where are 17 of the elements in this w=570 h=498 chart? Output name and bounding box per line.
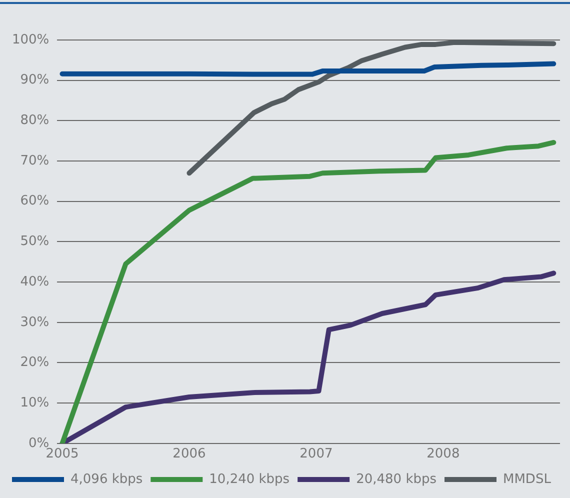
y-tick-label: 40%	[20, 274, 50, 290]
legend-label: 10,240 kbps	[209, 472, 290, 487]
x-tick-label: 2006	[172, 446, 206, 462]
y-tick-label: 100%	[12, 32, 50, 48]
x-tick-label: 2008	[426, 446, 460, 462]
y-tick-label: 20%	[20, 355, 50, 370]
legend-label: 4,096 kbps	[70, 472, 143, 487]
y-tick-label: 70%	[20, 153, 50, 168]
y-tick-label: 10%	[20, 395, 50, 410]
y-tick-label: 80%	[20, 113, 50, 128]
legend-label: MMDSL	[503, 472, 552, 487]
y-tick-label: 50%	[20, 234, 50, 250]
y-tick-label: 60%	[20, 194, 50, 209]
x-tick-label: 2007	[300, 446, 333, 462]
y-tick-label: 90%	[20, 72, 50, 88]
legend-label: 20,480 kbps	[356, 472, 437, 487]
y-tick-label: 30%	[20, 314, 50, 330]
